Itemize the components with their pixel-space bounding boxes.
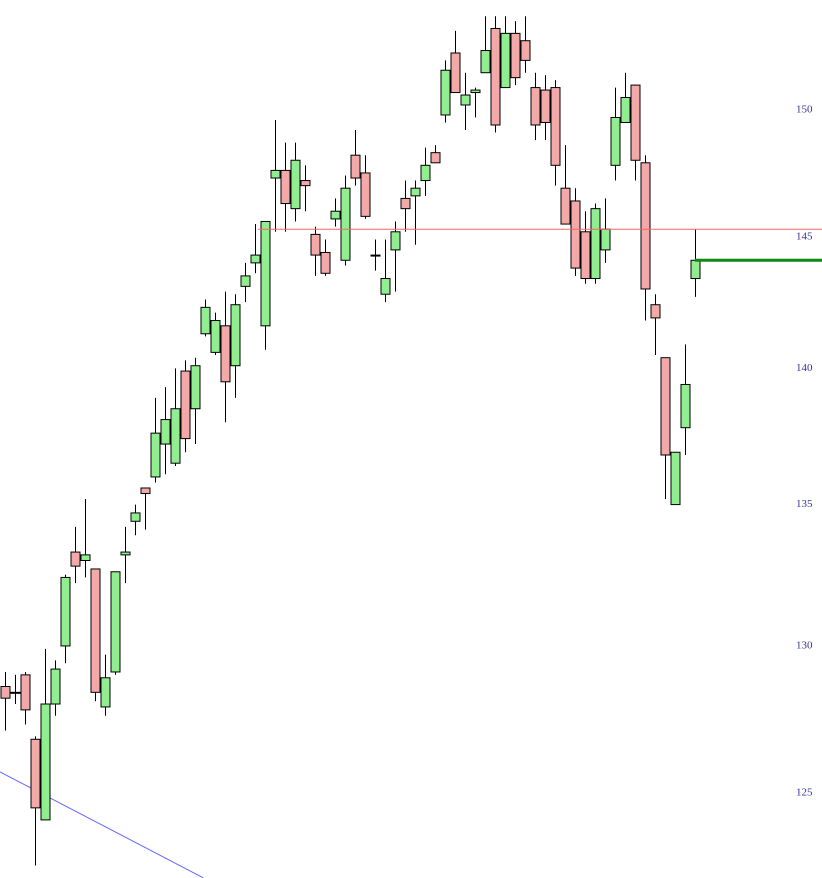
trendline xyxy=(0,771,204,878)
candle-body xyxy=(520,40,531,61)
candle-body xyxy=(490,27,501,126)
candle-body xyxy=(420,164,431,182)
y-tick-label: 125 xyxy=(796,786,813,798)
candle-body xyxy=(430,152,441,164)
y-tick-label: 150 xyxy=(796,104,813,116)
candle-body xyxy=(560,187,571,225)
candle-body xyxy=(570,200,581,269)
candle-body xyxy=(150,432,161,478)
candle-body xyxy=(640,162,651,290)
candle-body xyxy=(90,568,101,693)
candle-body xyxy=(220,325,231,383)
candle-body xyxy=(190,365,201,410)
candle-body xyxy=(40,703,51,821)
candle-body xyxy=(260,220,271,327)
candle-body xyxy=(320,251,331,274)
candle-body xyxy=(340,187,351,261)
candle-body xyxy=(610,116,621,166)
candle-body xyxy=(270,169,281,179)
candle-body xyxy=(30,738,41,809)
candle-body xyxy=(230,304,241,367)
candle-body xyxy=(690,259,701,280)
candle-body xyxy=(500,32,511,89)
y-tick-label: 140 xyxy=(796,362,813,374)
candle-body xyxy=(330,210,341,220)
candle-body xyxy=(210,320,221,353)
candle-body xyxy=(170,408,181,464)
candle-body xyxy=(140,487,151,495)
candle-body xyxy=(20,674,31,711)
candle-body xyxy=(200,306,211,335)
candle-body xyxy=(0,686,11,699)
candle-body xyxy=(110,571,121,673)
candle-body xyxy=(510,32,521,79)
candle-body xyxy=(10,691,21,694)
candle-body xyxy=(370,254,381,257)
candle-body xyxy=(100,677,111,708)
y-tick-label: 135 xyxy=(796,498,813,510)
candle-body xyxy=(380,278,391,295)
candle-body xyxy=(620,97,631,123)
candle-body xyxy=(550,87,561,166)
candle-body xyxy=(310,233,321,256)
candle-body xyxy=(470,89,481,94)
candle-body xyxy=(280,169,291,205)
candle-body xyxy=(600,228,611,251)
candle-body xyxy=(480,50,491,74)
candle-body xyxy=(450,52,461,94)
candle-body xyxy=(60,576,71,647)
candle-body xyxy=(630,84,641,161)
candle-body xyxy=(120,551,131,556)
candle-body xyxy=(180,370,191,440)
candle-body xyxy=(660,357,671,456)
candle-body xyxy=(410,187,421,197)
candle-body xyxy=(70,551,81,567)
candle-body xyxy=(650,304,661,319)
candle-body xyxy=(590,208,601,280)
candle-body xyxy=(300,180,311,187)
candle-body xyxy=(400,197,411,210)
candle-body xyxy=(80,554,91,561)
candle-body xyxy=(390,231,401,251)
candle-body xyxy=(530,87,541,126)
candle-body xyxy=(540,89,551,123)
candle-body xyxy=(350,154,361,179)
y-tick-label: 130 xyxy=(796,639,813,651)
candle-body xyxy=(290,159,301,210)
candle-body xyxy=(680,383,691,429)
y-tick-label: 145 xyxy=(796,230,813,242)
candle-body xyxy=(250,254,261,264)
candle-body xyxy=(130,512,141,522)
candle-body xyxy=(160,419,171,445)
candle-body xyxy=(580,231,591,280)
candle-body xyxy=(50,668,61,705)
candle-body xyxy=(240,275,251,287)
candle-body xyxy=(360,172,371,217)
candle-body xyxy=(460,94,471,106)
candle-body xyxy=(670,451,681,506)
candle-body xyxy=(440,69,451,116)
